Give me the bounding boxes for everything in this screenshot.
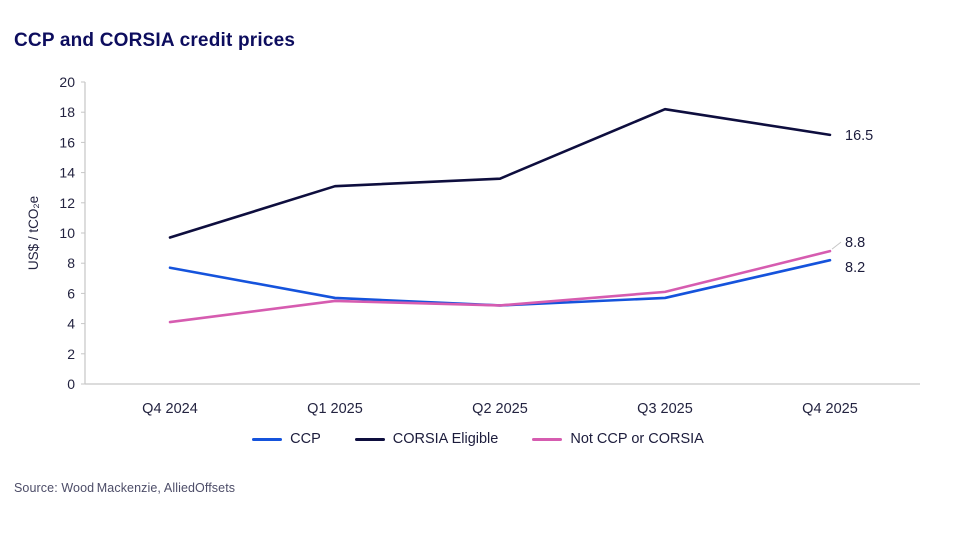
source-note: Source: Wood Mackenzie, AlliedOffsets [14, 481, 236, 495]
svg-text:4: 4 [67, 316, 75, 332]
svg-text:Q3 2025: Q3 2025 [637, 401, 693, 417]
svg-text:2: 2 [67, 346, 75, 362]
svg-text:Q4 2024: Q4 2024 [142, 401, 198, 417]
svg-text:Q2 2025: Q2 2025 [472, 401, 528, 417]
svg-text:US$ / tCO₂e: US$ / tCO₂e [26, 196, 41, 270]
svg-text:0: 0 [67, 376, 75, 392]
svg-text:8: 8 [67, 255, 75, 271]
svg-text:8.2: 8.2 [845, 260, 865, 276]
legend-label-ccp: CCP [290, 431, 321, 447]
svg-text:8.8: 8.8 [845, 235, 865, 251]
legend-item-not-ccp-or-corsia: Not CCP or CORSIA [532, 431, 704, 447]
chart-legend: CCP CORSIA Eligible Not CCP or CORSIA [14, 431, 942, 447]
legend-swatch-ccp [252, 437, 283, 441]
legend-item-ccp: CCP [252, 431, 321, 447]
svg-text:18: 18 [59, 104, 75, 120]
svg-text:12: 12 [59, 195, 75, 211]
svg-text:16: 16 [59, 134, 75, 150]
svg-text:6: 6 [67, 285, 75, 301]
svg-text:20: 20 [59, 74, 75, 90]
svg-text:16.5: 16.5 [845, 128, 873, 144]
svg-text:14: 14 [59, 165, 75, 181]
legend-swatch-corsia-eligible [354, 437, 385, 441]
legend-label-corsia-eligible: CORSIA Eligible [392, 431, 499, 447]
svg-text:Q1 2025: Q1 2025 [307, 401, 363, 417]
line-chart: 0 2 4 6 8 10 12 14 16 18 20 Q4 2024 Q1 2025 Q2 2025 Q3… [26, 74, 920, 417]
legend-swatch-not-ccp-or-corsia [532, 437, 563, 441]
chart-title: CCP and CORSIA credit prices [14, 30, 296, 51]
report-page: CCP and CORSIA credit prices 0 2 4 6 8 10 12 14… [14, 30, 942, 495]
legend-item-corsia-eligible: CORSIA Eligible [354, 431, 499, 447]
svg-text:10: 10 [59, 225, 75, 241]
legend-label-not-ccp-or-corsia: Not CCP or CORSIA [570, 431, 704, 447]
svg-text:Q4 2025: Q4 2025 [802, 401, 858, 417]
